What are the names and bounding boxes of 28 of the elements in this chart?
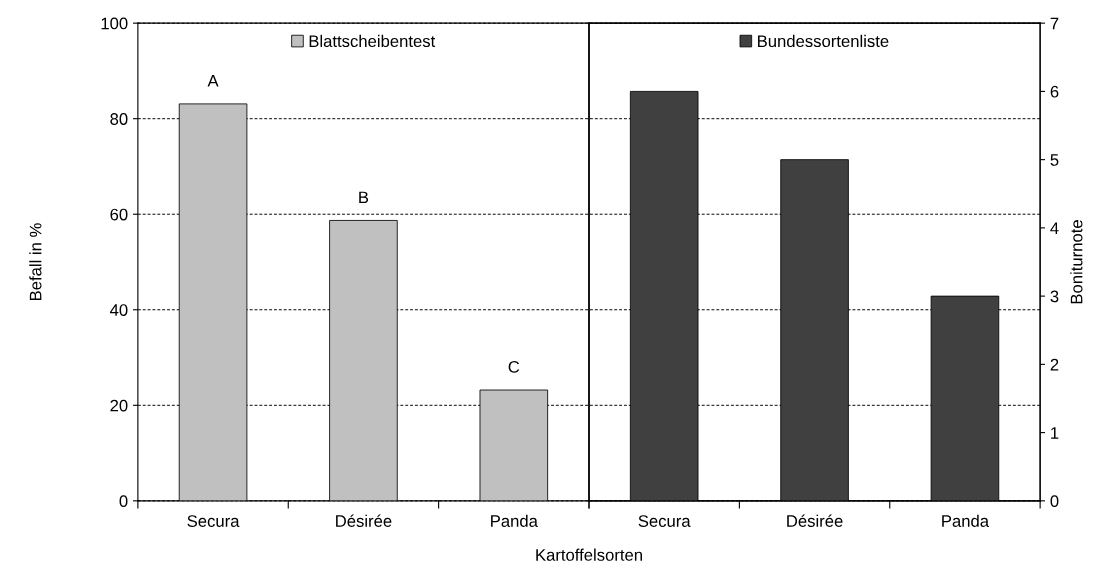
y-tick-label: 40 <box>110 304 128 316</box>
y2-tick-label: 2 <box>1050 358 1059 371</box>
y2-tick-label: 7 <box>1050 17 1059 30</box>
x-tick-label: Désirée <box>336 514 392 527</box>
y2-tick-label: 4 <box>1050 222 1059 234</box>
y2-tick-label: 1 <box>1051 427 1059 439</box>
annotation: C <box>508 361 520 373</box>
y2-tick-label: 6 <box>1050 85 1059 98</box>
y2-tick-label: 0 <box>1050 495 1059 508</box>
y-tick-label: 60 <box>110 208 128 221</box>
y2-tick-label: 5 <box>1050 154 1059 166</box>
x-tick-label: Secura <box>638 515 691 527</box>
x-tick-label: Panda <box>942 514 990 527</box>
y-tick-label: 0 <box>119 495 128 508</box>
y-tick-label: 100 <box>101 17 128 30</box>
y-tick-label: 80 <box>110 113 128 125</box>
y2-axis-title: Boniturnote <box>1070 220 1083 304</box>
x-tick-label: Désirée <box>787 514 843 527</box>
y-axis-title: Befall in % <box>29 223 42 300</box>
annotation: B <box>359 191 369 204</box>
legend-label: Bundessortenliste <box>758 34 889 48</box>
y2-tick-label: 3 <box>1050 290 1059 303</box>
legend-label: Blattscheibentest <box>309 34 436 48</box>
x-tick-label: Secura <box>187 515 240 527</box>
x-tick-label: Panda <box>491 514 538 527</box>
annotation: A <box>207 75 219 87</box>
x-axis-title: Kartoffelsorten <box>536 548 642 561</box>
y-tick-label: 20 <box>110 399 128 412</box>
